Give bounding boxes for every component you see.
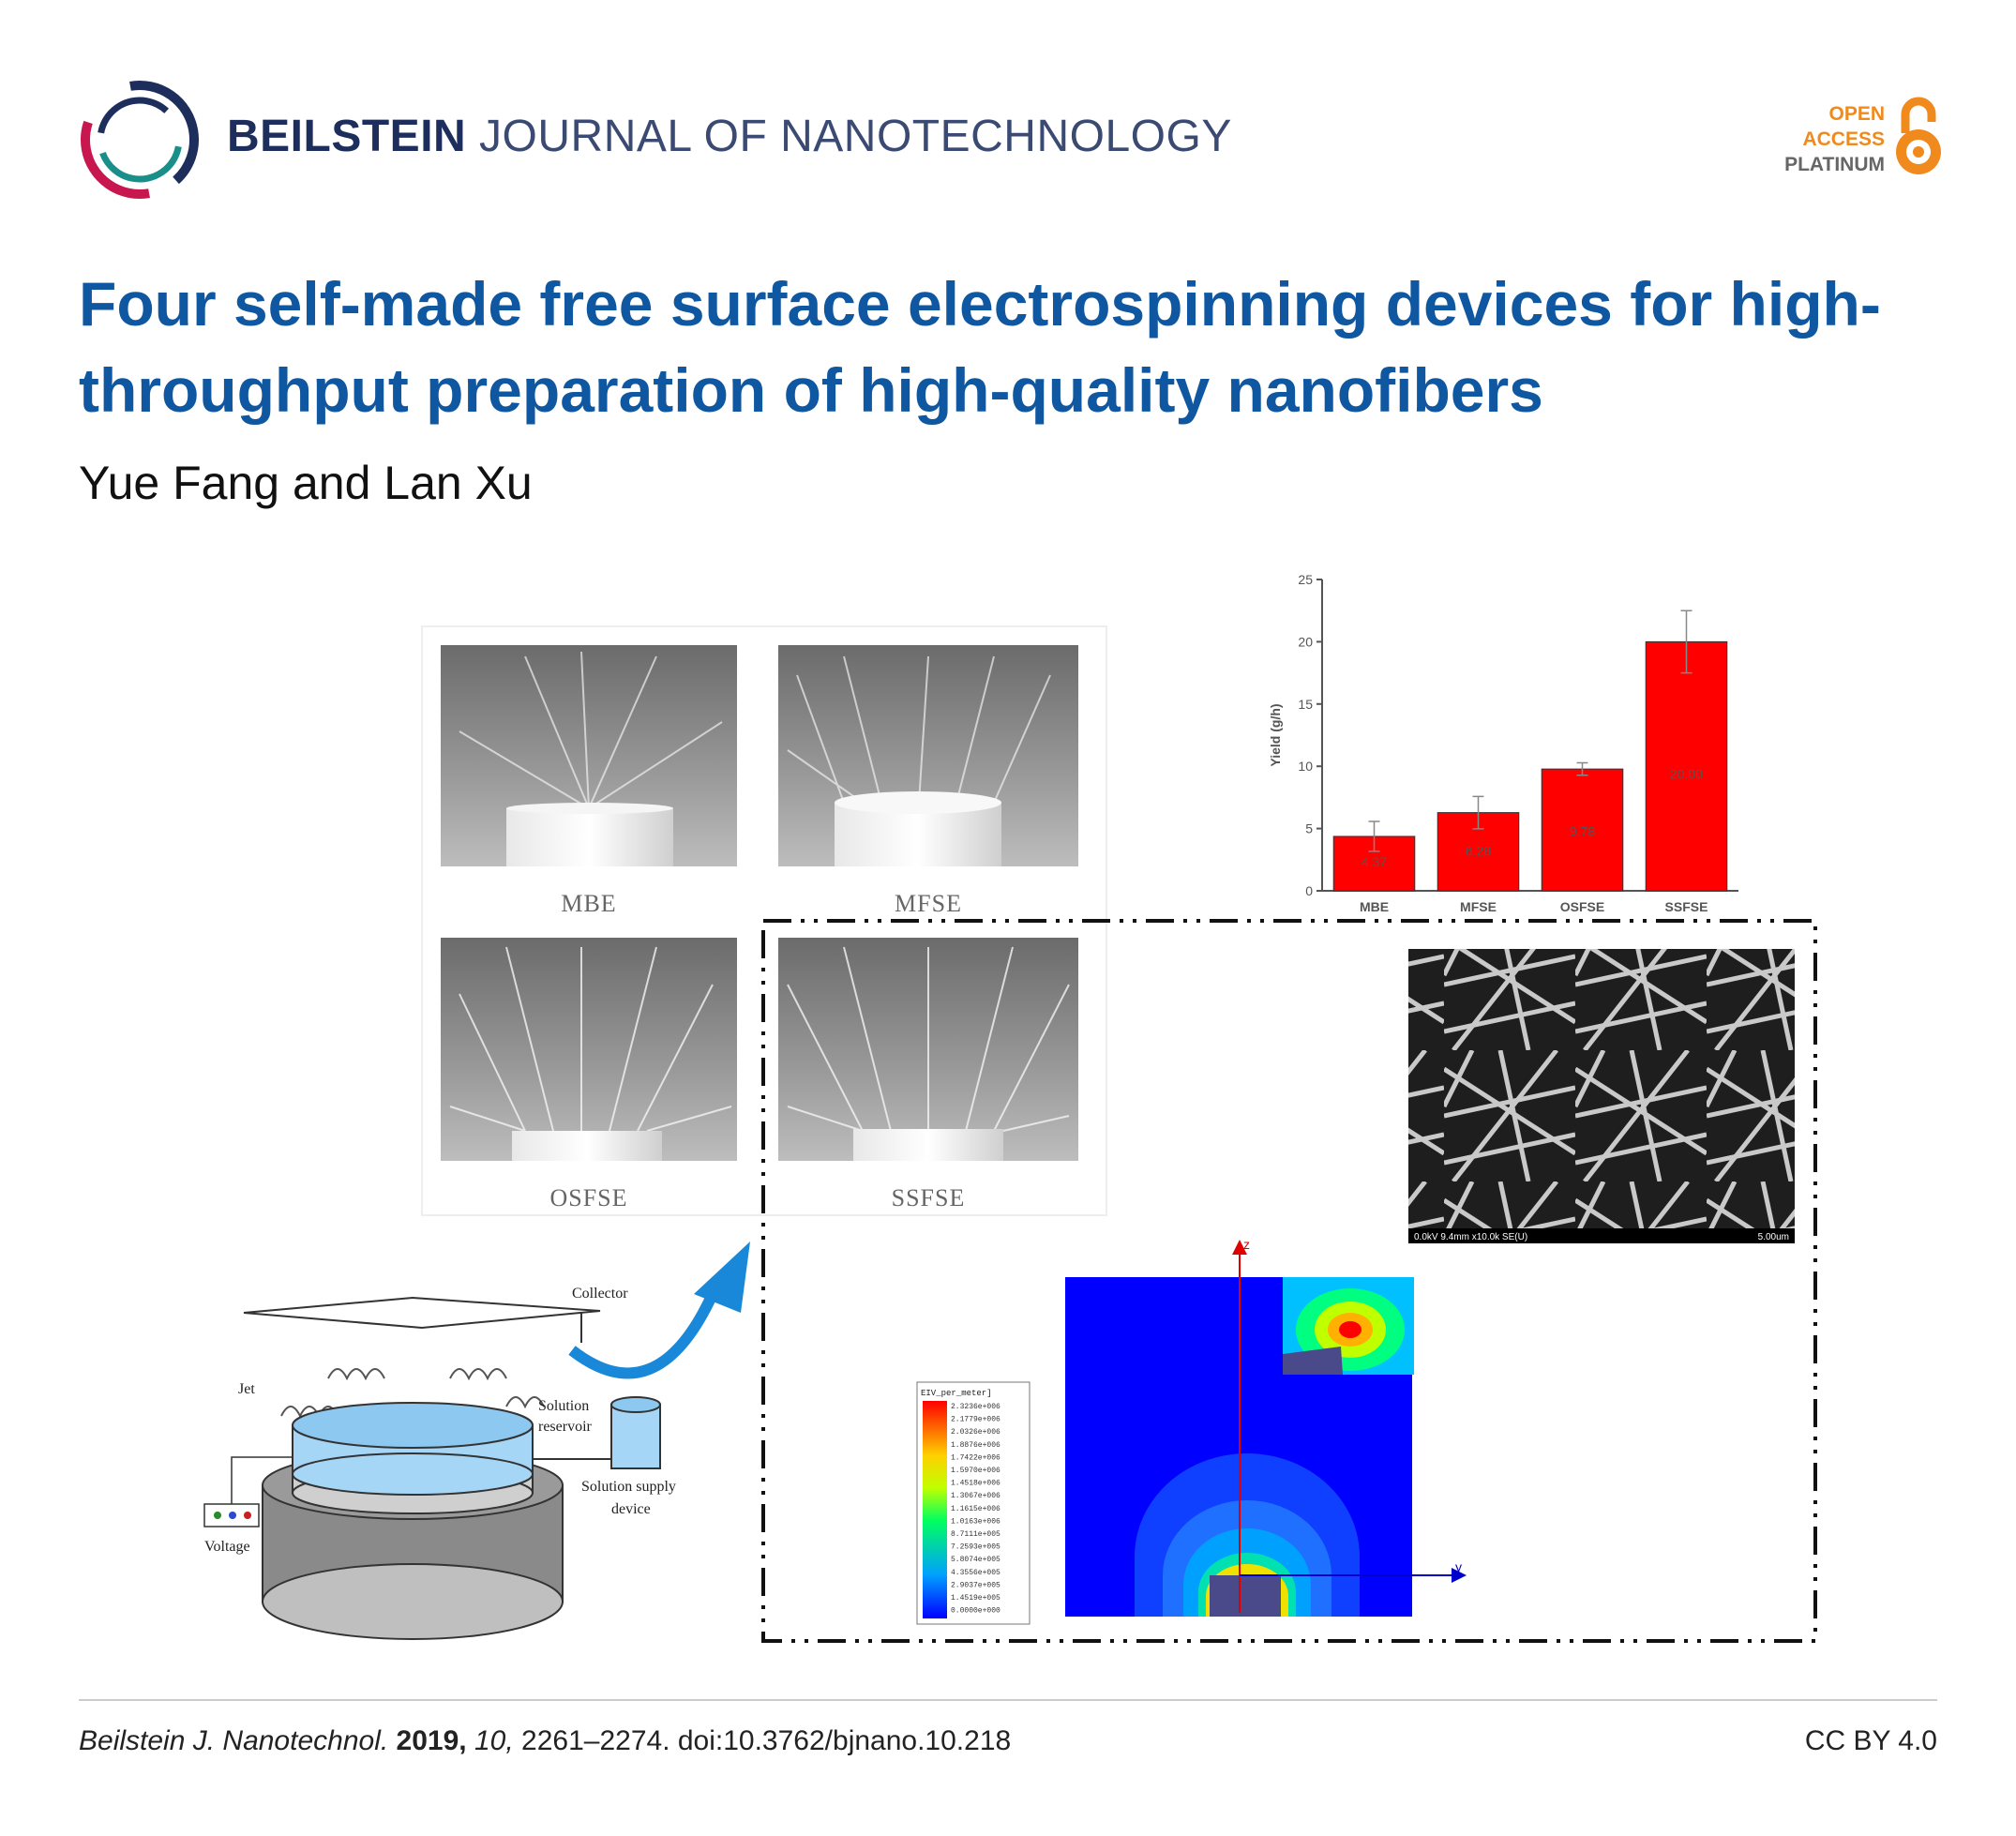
open-access-badge: OPEN ACCESS PLATINUM — [1744, 101, 1885, 177]
chart-y-tick-label: 10 — [1298, 759, 1313, 774]
dash-dot-frame — [761, 919, 1817, 1643]
license: CC BY 4.0 — [1804, 1725, 1937, 1756]
field-legend-value: 1.4518e+006 — [951, 1480, 1000, 1488]
field-legend-value: 4.3556e+005 — [951, 1569, 1000, 1577]
chart-y-tick-label: 0 — [1305, 883, 1313, 898]
open-access-lock-icon — [1896, 97, 1941, 174]
label-supply-2: device — [611, 1501, 651, 1517]
footer-rule — [79, 1699, 1937, 1701]
field-legend-value: 2.1779e+006 — [951, 1416, 1000, 1424]
citation: Beilstein J. Nanotechnol. 2019, 10, 2261… — [79, 1725, 1011, 1757]
collector-plate — [243, 1296, 601, 1330]
chart-x-tick-label: OSFSE — [1560, 899, 1604, 914]
chart-data-label: 20.00 — [1670, 766, 1703, 781]
sem-image: 0.0kV 9.4mm x10.0k SE(U) 5.00um — [1408, 949, 1795, 1243]
field-legend-value: 1.4519e+005 — [951, 1594, 1000, 1603]
chart-y-tick-label: 15 — [1298, 697, 1313, 712]
article-title: Four self-made free surface electrospinn… — [79, 269, 1881, 425]
citation-journal: Beilstein J. Nanotechnol. — [79, 1725, 389, 1756]
field-legend-value: 7.2593e+005 — [951, 1543, 1000, 1552]
label-voltage: Voltage — [204, 1539, 250, 1555]
open-access-line-1: OPEN — [1828, 103, 1885, 125]
field-legend-value: 0.0000e+000 — [951, 1607, 1000, 1616]
sem-caption-left: 0.0kV 9.4mm x10.0k SE(U) — [1414, 1232, 1527, 1242]
citation-pages-doi: 2261–2274. doi:10.3762/bjnano.10.218 — [521, 1725, 1012, 1756]
chart-x-tick-label: MFSE — [1460, 899, 1497, 914]
photo-label-mfse: MFSE — [895, 890, 962, 917]
open-access-line-2: ACCESS — [1802, 128, 1885, 150]
chart-x-tick-label: SSFSE — [1665, 899, 1708, 914]
chart-error-bar — [1472, 795, 1484, 830]
journal-name: BEILSTEIN JOURNAL OF NANOTECHNOLOGY — [227, 111, 1232, 162]
label-supply-1: Solution supply — [581, 1479, 676, 1495]
chart-data-label: 9.78 — [1570, 824, 1595, 839]
field-legend-value: 2.3236e+006 — [951, 1403, 1000, 1411]
article-authors: Yue Fang and Lan Xu — [79, 457, 533, 509]
journal-name-bold: BEILSTEIN — [227, 112, 467, 161]
chart-data-label: 6.28 — [1466, 843, 1491, 858]
journal-name-rest: JOURNAL OF NANOTECHNOLOGY — [479, 112, 1232, 161]
sem-caption-right: 5.00um — [1758, 1232, 1789, 1242]
label-solution-reservoir-2: reservoir — [538, 1419, 593, 1435]
curved-arrow — [568, 1291, 718, 1379]
photo-ssfse — [778, 938, 1078, 1161]
field-legend-value: 2.9037e+005 — [951, 1581, 1000, 1589]
photo-mbe — [441, 645, 737, 866]
field-legend-value: 1.3067e+006 — [951, 1492, 1000, 1500]
chart-error-bar — [1368, 820, 1380, 852]
chart-x-tick-label: MBE — [1360, 899, 1389, 914]
chart-y-tick-label: 25 — [1298, 572, 1313, 587]
chart-error-bar — [1576, 761, 1588, 776]
field-legend-value: 1.8876e+006 — [951, 1441, 1000, 1450]
chart-bar — [1645, 640, 1728, 892]
chart-error-bar — [1680, 609, 1693, 674]
graphical-abstract: MBE MFSE OSFSE SSFSE Yield (g/h) 0 5 10 15 2… — [203, 572, 1817, 1643]
field-legend-value: 1.0163e+006 — [951, 1517, 1000, 1526]
chart-y-tick-label: 5 — [1305, 821, 1313, 836]
field-legend-value: 2.0326e+006 — [951, 1428, 1000, 1437]
beilstein-logo-icon — [81, 81, 199, 199]
photo-label-ssfse: SSFSE — [892, 1184, 966, 1211]
photo-mfse — [778, 645, 1078, 866]
citation-year: 2019, — [396, 1725, 467, 1756]
z-axis-label: z — [1243, 1237, 1250, 1252]
setup-schematic: Collector Jet Solution reservoir Solutio… — [203, 1242, 750, 1640]
field-legend-value: 1.5970e+006 — [951, 1467, 1000, 1475]
label-solution-reservoir-1: Solution — [538, 1398, 589, 1414]
chart-data-label: 4.37 — [1362, 854, 1387, 869]
photo-label-mbe: MBE — [561, 890, 616, 917]
field-simulation: z y — [1065, 1237, 1467, 1617]
yield-bar-chart: Yield (g/h) 0 5 10 15 20 25 4.37 MBE 6.28 MFSE 9.… — [1268, 572, 1738, 914]
field-legend-value: 5.8074e+005 — [951, 1556, 1000, 1564]
field-legend-value: 1.7422e+006 — [951, 1453, 1000, 1462]
label-collector: Collector — [572, 1286, 628, 1302]
y-axis-label: y — [1455, 1559, 1462, 1574]
field-legend-value: 8.7111e+005 — [951, 1530, 1000, 1539]
photo-label-osfse: OSFSE — [549, 1184, 627, 1211]
chart-y-label: Yield (g/h) — [1268, 703, 1283, 766]
field-legend-value: 1.1615e+006 — [951, 1505, 1000, 1513]
field-legend: EIV_per_meter] 2.3236e+006 2.1779e+006 2.0… — [916, 1381, 1031, 1625]
open-access-line-3: PLATINUM — [1784, 154, 1885, 175]
chart-bar — [1541, 768, 1624, 892]
field-inset — [1283, 1277, 1414, 1375]
photo-osfse — [441, 938, 737, 1161]
citation-volume: 10, — [474, 1725, 514, 1756]
label-jet: Jet — [238, 1381, 255, 1397]
chart-y-tick-label: 20 — [1298, 634, 1313, 649]
field-legend-title: EIV_per_meter] — [921, 1389, 992, 1398]
curved-arrow-head — [694, 1242, 750, 1313]
